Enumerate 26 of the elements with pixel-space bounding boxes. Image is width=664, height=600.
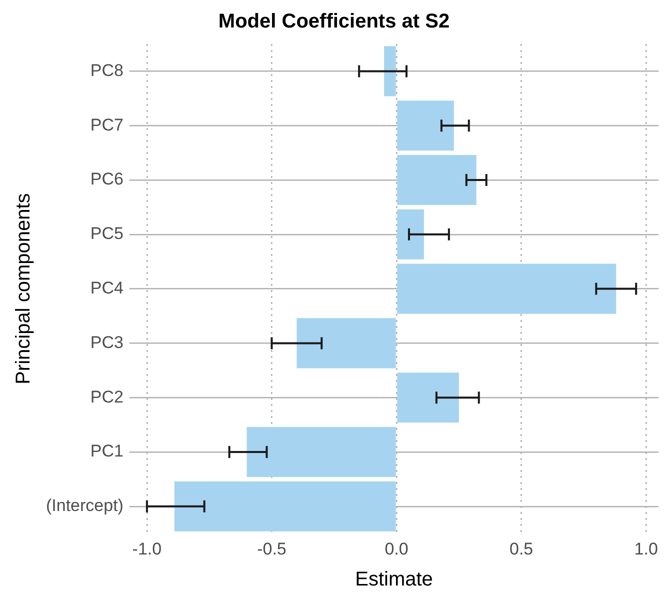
chart-title: Model Coefficients at S2 [218, 10, 450, 33]
bar [174, 481, 396, 532]
y-axis-title: Principal components [12, 193, 35, 384]
bar [296, 318, 396, 368]
bar [397, 209, 424, 260]
y-tick-label: PC1 [90, 442, 124, 461]
y-tick-label: PC4 [90, 278, 124, 298]
bar [246, 426, 396, 478]
bar [384, 46, 396, 96]
x-axis-title: Estimate [355, 568, 433, 591]
y-tick-label: (Intercept) [46, 496, 124, 516]
y-tick-label: PC5 [90, 224, 124, 244]
y-tick-label: PC8 [90, 60, 124, 80]
y-tick-label: PC3 [90, 332, 124, 352]
y-tick-label: PC7 [90, 115, 124, 134]
bar [397, 372, 459, 423]
y-tick-label: PC6 [90, 170, 124, 189]
x-tick-label: 0.0 [384, 539, 408, 558]
x-tick-label: -0.5 [257, 539, 286, 558]
x-tick-label: 1.0 [634, 539, 658, 558]
x-tick-label: -1.0 [132, 539, 162, 558]
bar [397, 264, 616, 314]
bar [397, 154, 476, 206]
y-tick-label: PC2 [90, 387, 124, 406]
bar [397, 100, 454, 151]
x-tick-label: 0.5 [509, 539, 534, 558]
